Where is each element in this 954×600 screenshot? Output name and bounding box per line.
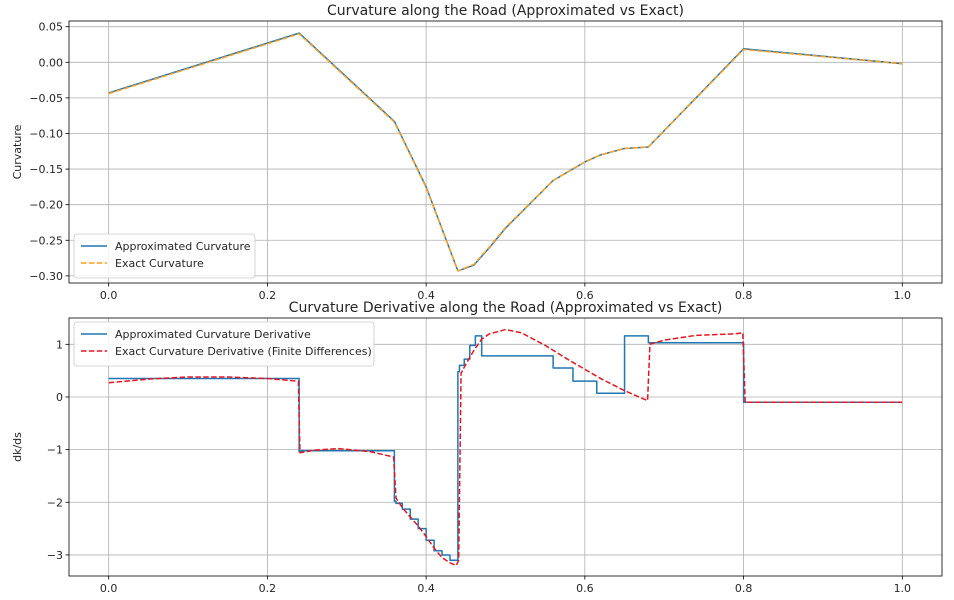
x-tick-label: 0.2 (259, 289, 277, 302)
x-tick-label: 0.6 (576, 289, 594, 302)
x-tick-label: 0.8 (735, 582, 753, 595)
y-tick-label: 0.05 (39, 21, 64, 34)
y-tick-label: −0.20 (29, 199, 63, 212)
legend-label-1: Exact Curvature (115, 257, 204, 270)
axes-frame (68, 20, 943, 284)
curvature-panel: 0.0 0.2 0.4 0.6 0.8 1.0 0.05 0.00 −0.05 −0.10 −0.1… (11, 3, 943, 302)
legend-label-0: Approximated Curvature (115, 240, 251, 253)
legend-label-1: Exact Curvature Derivative (Finite Diffe… (115, 345, 372, 358)
y-tick-label: −3 (47, 549, 63, 562)
legend-box (73, 321, 375, 367)
legend: Approximated Curvature Exact Curvature (73, 233, 256, 279)
series-line-1 (108, 33, 903, 272)
legend: Approximated Curvature Derivative Exact C… (73, 321, 375, 367)
legend-box (73, 233, 256, 279)
x-tick-label: 1.0 (894, 289, 912, 302)
x-tick-label: 0.0 (100, 289, 118, 302)
y-tick-label: −1 (47, 444, 63, 457)
y-tick-label: 0.00 (39, 56, 64, 69)
y-tick-label: −0.05 (29, 92, 63, 105)
y-tick-label: −0.10 (29, 127, 63, 140)
curvature-derivative-panel: 0.0 0.2 0.4 0.6 0.8 1.0 1 0 −1 −2 −3 Curvature Deri… (11, 300, 943, 595)
x-tick-label: 0.6 (576, 582, 594, 595)
x-tick-label: 0.8 (735, 289, 753, 302)
y-tick-label: −0.25 (29, 234, 63, 247)
y-tick-label: 0 (56, 391, 63, 404)
axes-frame (68, 317, 943, 577)
y-tick-label: −0.15 (29, 163, 63, 176)
x-tick-label: 0.4 (417, 289, 435, 302)
chart-title: Curvature along the Road (Approximated v… (327, 3, 684, 19)
legend-label-0: Approximated Curvature Derivative (115, 328, 311, 341)
x-tick-label: 1.0 (894, 582, 912, 595)
y-axis-label: dk/ds (11, 432, 24, 462)
x-tick-label: 0.0 (100, 582, 118, 595)
x-tick-label: 0.4 (417, 582, 435, 595)
chart-title: Curvature Derivative along the Road (App… (289, 300, 723, 316)
series-line-1 (108, 328, 903, 567)
y-axis-label: Curvature (11, 124, 24, 179)
y-tick-label: −2 (47, 496, 63, 509)
series-line-0 (108, 335, 903, 561)
y-tick-label: 1 (56, 338, 63, 351)
y-tick-label: −0.30 (29, 270, 63, 283)
x-tick-label: 0.2 (259, 582, 277, 595)
